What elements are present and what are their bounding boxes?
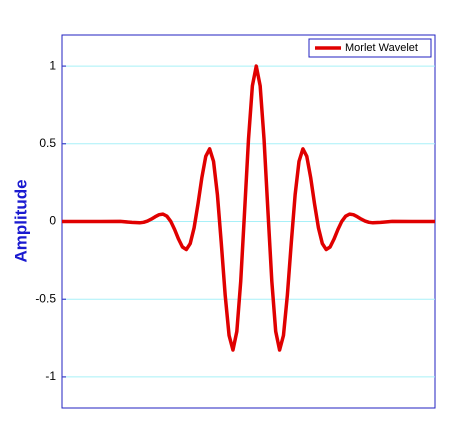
y-tick-label: 0.5 <box>39 136 56 150</box>
y-tick-label: 0 <box>49 214 56 228</box>
line <box>62 64 435 352</box>
y-tick-label: -1 <box>45 369 56 383</box>
legend-label: Morlet Wavelet <box>345 42 418 54</box>
y-axis-label: Amplitude <box>11 179 30 262</box>
y-tick-label: -0.5 <box>35 291 56 305</box>
legend-box <box>308 38 432 58</box>
y-tick-label: 1 <box>49 58 56 72</box>
